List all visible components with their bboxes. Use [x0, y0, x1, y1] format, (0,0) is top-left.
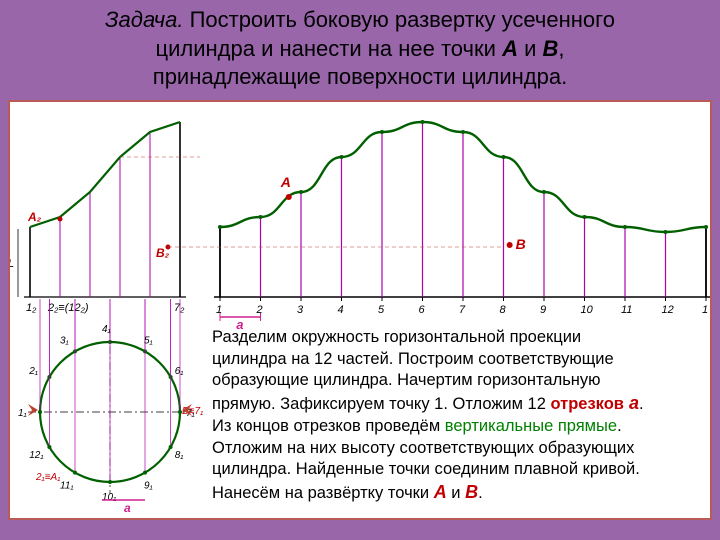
- tB: В: [465, 482, 478, 502]
- diagram-area: 1₂2₂≡(12₂)7₂А₂В₂L1234567891011121АВaL1₁2…: [8, 100, 712, 520]
- t-seg: отрезков: [550, 395, 623, 413]
- header-line1: Построить боковую развертку усеченного: [183, 7, 614, 32]
- svg-text:А: А: [280, 174, 291, 190]
- t11: .: [478, 484, 483, 502]
- t4: прямую. Зафиксируем точку 1. Отложим 12: [212, 395, 550, 413]
- svg-text:a: a: [124, 501, 131, 515]
- t2: цилиндра на 12 частей. Построим соответс…: [212, 350, 614, 368]
- header-A: А: [502, 36, 518, 61]
- svg-text:1: 1: [702, 304, 708, 316]
- svg-text:6₁: 6₁: [175, 366, 184, 377]
- svg-text:L: L: [10, 258, 14, 270]
- svg-text:А₂: А₂: [27, 210, 42, 224]
- t5: .: [639, 395, 644, 413]
- svg-text:3₁: 3₁: [60, 335, 69, 346]
- t-and: и: [447, 484, 465, 502]
- t-vert: вертикальные прямые: [445, 417, 617, 435]
- header-and: и: [518, 36, 543, 61]
- svg-text:4₁: 4₁: [102, 324, 111, 335]
- t3: образующие цилиндра. Начертим горизонтал…: [212, 371, 601, 389]
- header-B: В: [542, 36, 558, 61]
- svg-text:9: 9: [540, 304, 546, 316]
- svg-text:2₁≡А₁: 2₁≡А₁: [35, 472, 60, 483]
- svg-text:1₁: 1₁: [18, 408, 27, 419]
- body-text: Разделим окружность горизонтальной проек…: [212, 327, 702, 505]
- t8: Отложим на них высоту соответствующих об…: [212, 439, 634, 457]
- svg-text:5₁: 5₁: [144, 335, 153, 346]
- svg-text:12₁: 12₁: [29, 450, 43, 461]
- header-comma: ,: [558, 36, 564, 61]
- svg-text:2: 2: [256, 304, 263, 316]
- svg-text:10: 10: [581, 304, 594, 316]
- svg-text:10₁: 10₁: [102, 492, 116, 503]
- header: Задача. Построить боковую развертку усеч…: [0, 0, 720, 100]
- svg-text:8: 8: [500, 304, 507, 316]
- svg-text:1₂: 1₂: [26, 302, 37, 314]
- svg-text:12: 12: [662, 304, 674, 316]
- svg-text:11₁: 11₁: [60, 481, 74, 492]
- svg-text:11: 11: [621, 304, 632, 316]
- svg-text:В: В: [516, 236, 526, 252]
- svg-text:5: 5: [378, 304, 385, 316]
- t6: Из концов отрезков проведём: [212, 417, 445, 435]
- svg-text:4: 4: [338, 304, 344, 316]
- svg-text:2₁: 2₁: [28, 366, 38, 377]
- header-line3: принадлежащие поверхности цилиндра.: [153, 64, 567, 89]
- t-a: а: [624, 393, 639, 413]
- svg-text:2₂≡(12₂): 2₂≡(12₂): [47, 302, 89, 314]
- svg-text:7₂: 7₂: [174, 302, 185, 314]
- svg-text:6: 6: [419, 304, 426, 316]
- task-word: Задача.: [105, 7, 183, 32]
- svg-text:9₁: 9₁: [144, 481, 153, 492]
- t1: Разделим окружность горизонтальной проек…: [212, 328, 581, 346]
- t9: цилиндра. Найденные точки соединим плавн…: [212, 460, 640, 478]
- svg-text:7: 7: [459, 304, 466, 316]
- svg-text:8₁: 8₁: [175, 450, 184, 461]
- svg-text:1: 1: [216, 304, 222, 316]
- t10: Нанесём на развёртку точки: [212, 484, 434, 502]
- header-line2: цилиндра и нанести на нее точки: [156, 36, 503, 61]
- t7: .: [617, 417, 622, 435]
- tA: А: [434, 482, 447, 502]
- svg-text:3: 3: [297, 304, 304, 316]
